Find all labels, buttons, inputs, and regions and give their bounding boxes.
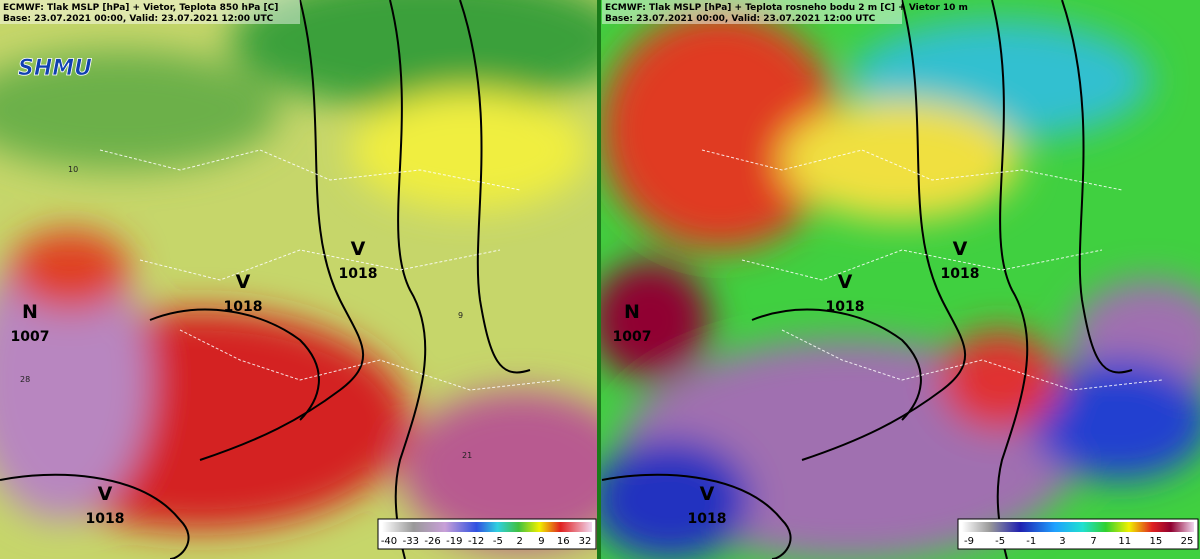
right-map-background	[601, 0, 1200, 559]
colorbar-label: 2	[516, 536, 522, 547]
pressure-center-letter: N	[22, 301, 38, 323]
borders	[99, 149, 1163, 391]
pressure-center-value: 1018	[339, 266, 378, 282]
colorbar-label: -1	[1026, 536, 1036, 547]
colorbar-label: -40	[381, 536, 397, 547]
colorbar-label: 7	[1090, 536, 1096, 547]
pressure-center-value: 1018	[86, 511, 125, 527]
pressure-center-value: 1018	[941, 266, 980, 282]
pressure-center-value: 1007	[11, 329, 50, 345]
colorbar-label: 25	[1181, 536, 1194, 547]
colorbar-label: -5	[995, 536, 1005, 547]
colorbar-label: -9	[964, 536, 974, 547]
pressure-center-value: 1018	[688, 511, 727, 527]
colorbar-label: 9	[538, 536, 544, 547]
pressure-center-letter: V	[700, 483, 715, 505]
panel-divider	[597, 0, 601, 559]
panel-base: Base: 23.07.2021 00:00, Valid: 23.07.202…	[605, 14, 876, 24]
contour-label: 9	[458, 311, 463, 320]
pressure-center-letter: V	[838, 271, 853, 293]
colorbar	[382, 522, 592, 532]
panel-title: ECMWF: Tlak MSLP [hPa] + Teplota rosneho…	[605, 3, 968, 13]
logo: SHMU	[18, 56, 92, 81]
pressure-center-value: 1018	[826, 299, 865, 315]
colorbar-label: 15	[1149, 536, 1162, 547]
panel-title: ECMWF: Tlak MSLP [hPa] + Vietor, Teplota…	[3, 3, 278, 13]
colorbar-label: -5	[493, 536, 503, 547]
panel-base: Base: 23.07.2021 00:00, Valid: 23.07.202…	[3, 14, 274, 24]
pressure-center-letter: V	[351, 238, 366, 260]
left-map-background	[0, 0, 597, 559]
pressure-center-value: 1018	[224, 299, 263, 315]
colorbar-label: -19	[446, 536, 462, 547]
pressure-center-letter: N	[624, 301, 640, 323]
pressure-center-letter: V	[953, 238, 968, 260]
colorbar-label: 3	[1059, 536, 1065, 547]
contour-label: 10	[68, 165, 78, 174]
colorbar-label: -33	[403, 536, 419, 547]
colorbar-label: 16	[557, 536, 570, 547]
colorbar	[962, 522, 1194, 532]
contour-label: 21	[462, 451, 472, 460]
pressure-center-letter: V	[98, 483, 113, 505]
isobars	[0, 0, 1133, 559]
contour-label: 28	[20, 375, 30, 384]
header-bg	[0, 0, 300, 24]
colorbar-label: 32	[579, 536, 592, 547]
colorbar-label: 11	[1118, 536, 1131, 547]
colorbar-label: -26	[424, 536, 440, 547]
pressure-center-value: 1007	[613, 329, 652, 345]
pressure-center-letter: V	[236, 271, 251, 293]
header-bg	[602, 0, 902, 24]
colorbar-label: -12	[468, 536, 484, 547]
